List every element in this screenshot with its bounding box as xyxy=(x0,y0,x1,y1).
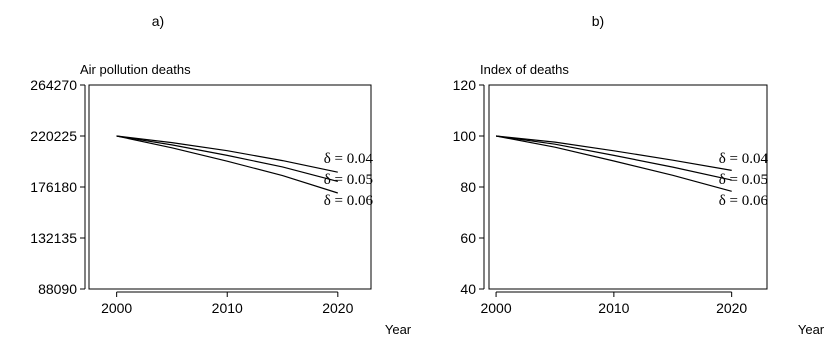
x-tick-label: 2000 xyxy=(480,300,511,316)
series-line-1 xyxy=(116,135,338,173)
series-line-2 xyxy=(496,135,732,181)
series-line-3 xyxy=(495,135,732,192)
panel-a: a) Air pollution deaths 88090 132135 176180 2… xyxy=(30,13,412,337)
x-axis-label: Year xyxy=(385,322,412,337)
series-line-3 xyxy=(116,135,338,194)
y-tick-label: 264270 xyxy=(30,77,77,93)
x-tick-label: 2000 xyxy=(101,300,132,316)
y-tick-label: 40 xyxy=(460,281,476,297)
y-tick-label: 220225 xyxy=(30,128,77,144)
series-line-2 xyxy=(116,135,338,182)
y-tick-label: 80 xyxy=(460,179,476,195)
x-tick-label: 2020 xyxy=(716,300,747,316)
x-tick-label: 2020 xyxy=(322,300,353,316)
chart-title: Air pollution deaths xyxy=(80,62,191,77)
panel-letter: a) xyxy=(152,13,164,29)
plot-frame xyxy=(88,84,372,290)
series-line-1 xyxy=(496,135,732,171)
y-tick-label: 60 xyxy=(460,230,476,246)
y-tick-label: 120 xyxy=(453,77,477,93)
plot-frame xyxy=(488,84,768,290)
series-label: δ = 0.04 xyxy=(324,151,374,167)
series-label: δ = 0.06 xyxy=(324,193,374,209)
y-tick-label: 176180 xyxy=(30,179,77,195)
chart-title: Index of deaths xyxy=(480,62,569,77)
series-label: δ = 0.06 xyxy=(719,193,769,209)
panel-letter: b) xyxy=(592,13,604,29)
x-axis-label: Year xyxy=(798,322,825,337)
y-tick-label: 100 xyxy=(453,128,477,144)
series-label: δ = 0.05 xyxy=(324,172,373,188)
series-label: δ = 0.04 xyxy=(719,151,769,167)
series-label: δ = 0.05 xyxy=(719,172,768,188)
y-tick-label: 88090 xyxy=(38,281,77,297)
x-tick-label: 2010 xyxy=(212,300,243,316)
y-tick-label: 132135 xyxy=(30,230,77,246)
panel-b: b) Index of deaths 40 60 80 100 120 2000 2010 202… xyxy=(453,13,825,337)
x-tick-label: 2010 xyxy=(598,300,629,316)
